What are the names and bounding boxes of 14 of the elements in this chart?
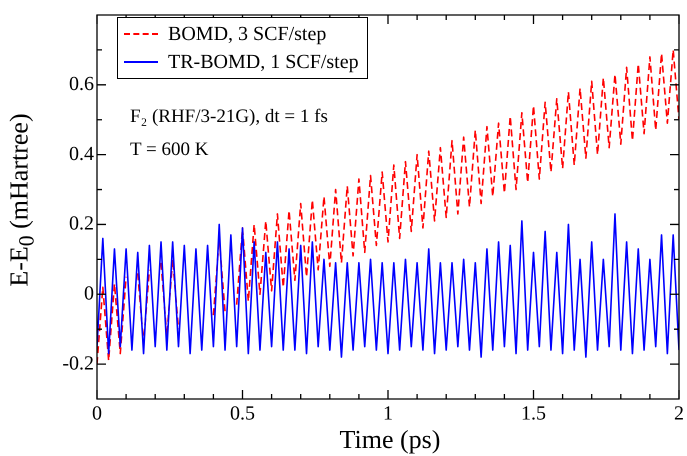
y-tick-label: -0.2	[62, 352, 94, 374]
y-tick-label: 0	[84, 282, 94, 305]
legend-label: TR-BOMD, 1 SCF/step	[168, 50, 359, 74]
x-axis-title: Time (ps)	[340, 425, 440, 455]
x-tick-label: 1	[383, 402, 393, 424]
legend-label: BOMD, 3 SCF/step	[168, 22, 326, 46]
y-tick-label: 0.6	[69, 73, 94, 96]
annotation: T = 600 K	[130, 138, 210, 162]
y-tick-label: 0.4	[69, 142, 94, 165]
annotation: F₂ (RHF/3-21G), dt = 1 fs	[130, 105, 328, 129]
x-tick-label: 0.5	[230, 402, 255, 424]
x-tick-label: 1.5	[521, 402, 546, 424]
x-tick-label: 2	[674, 402, 684, 424]
y-tick-label: 0.2	[69, 212, 94, 235]
